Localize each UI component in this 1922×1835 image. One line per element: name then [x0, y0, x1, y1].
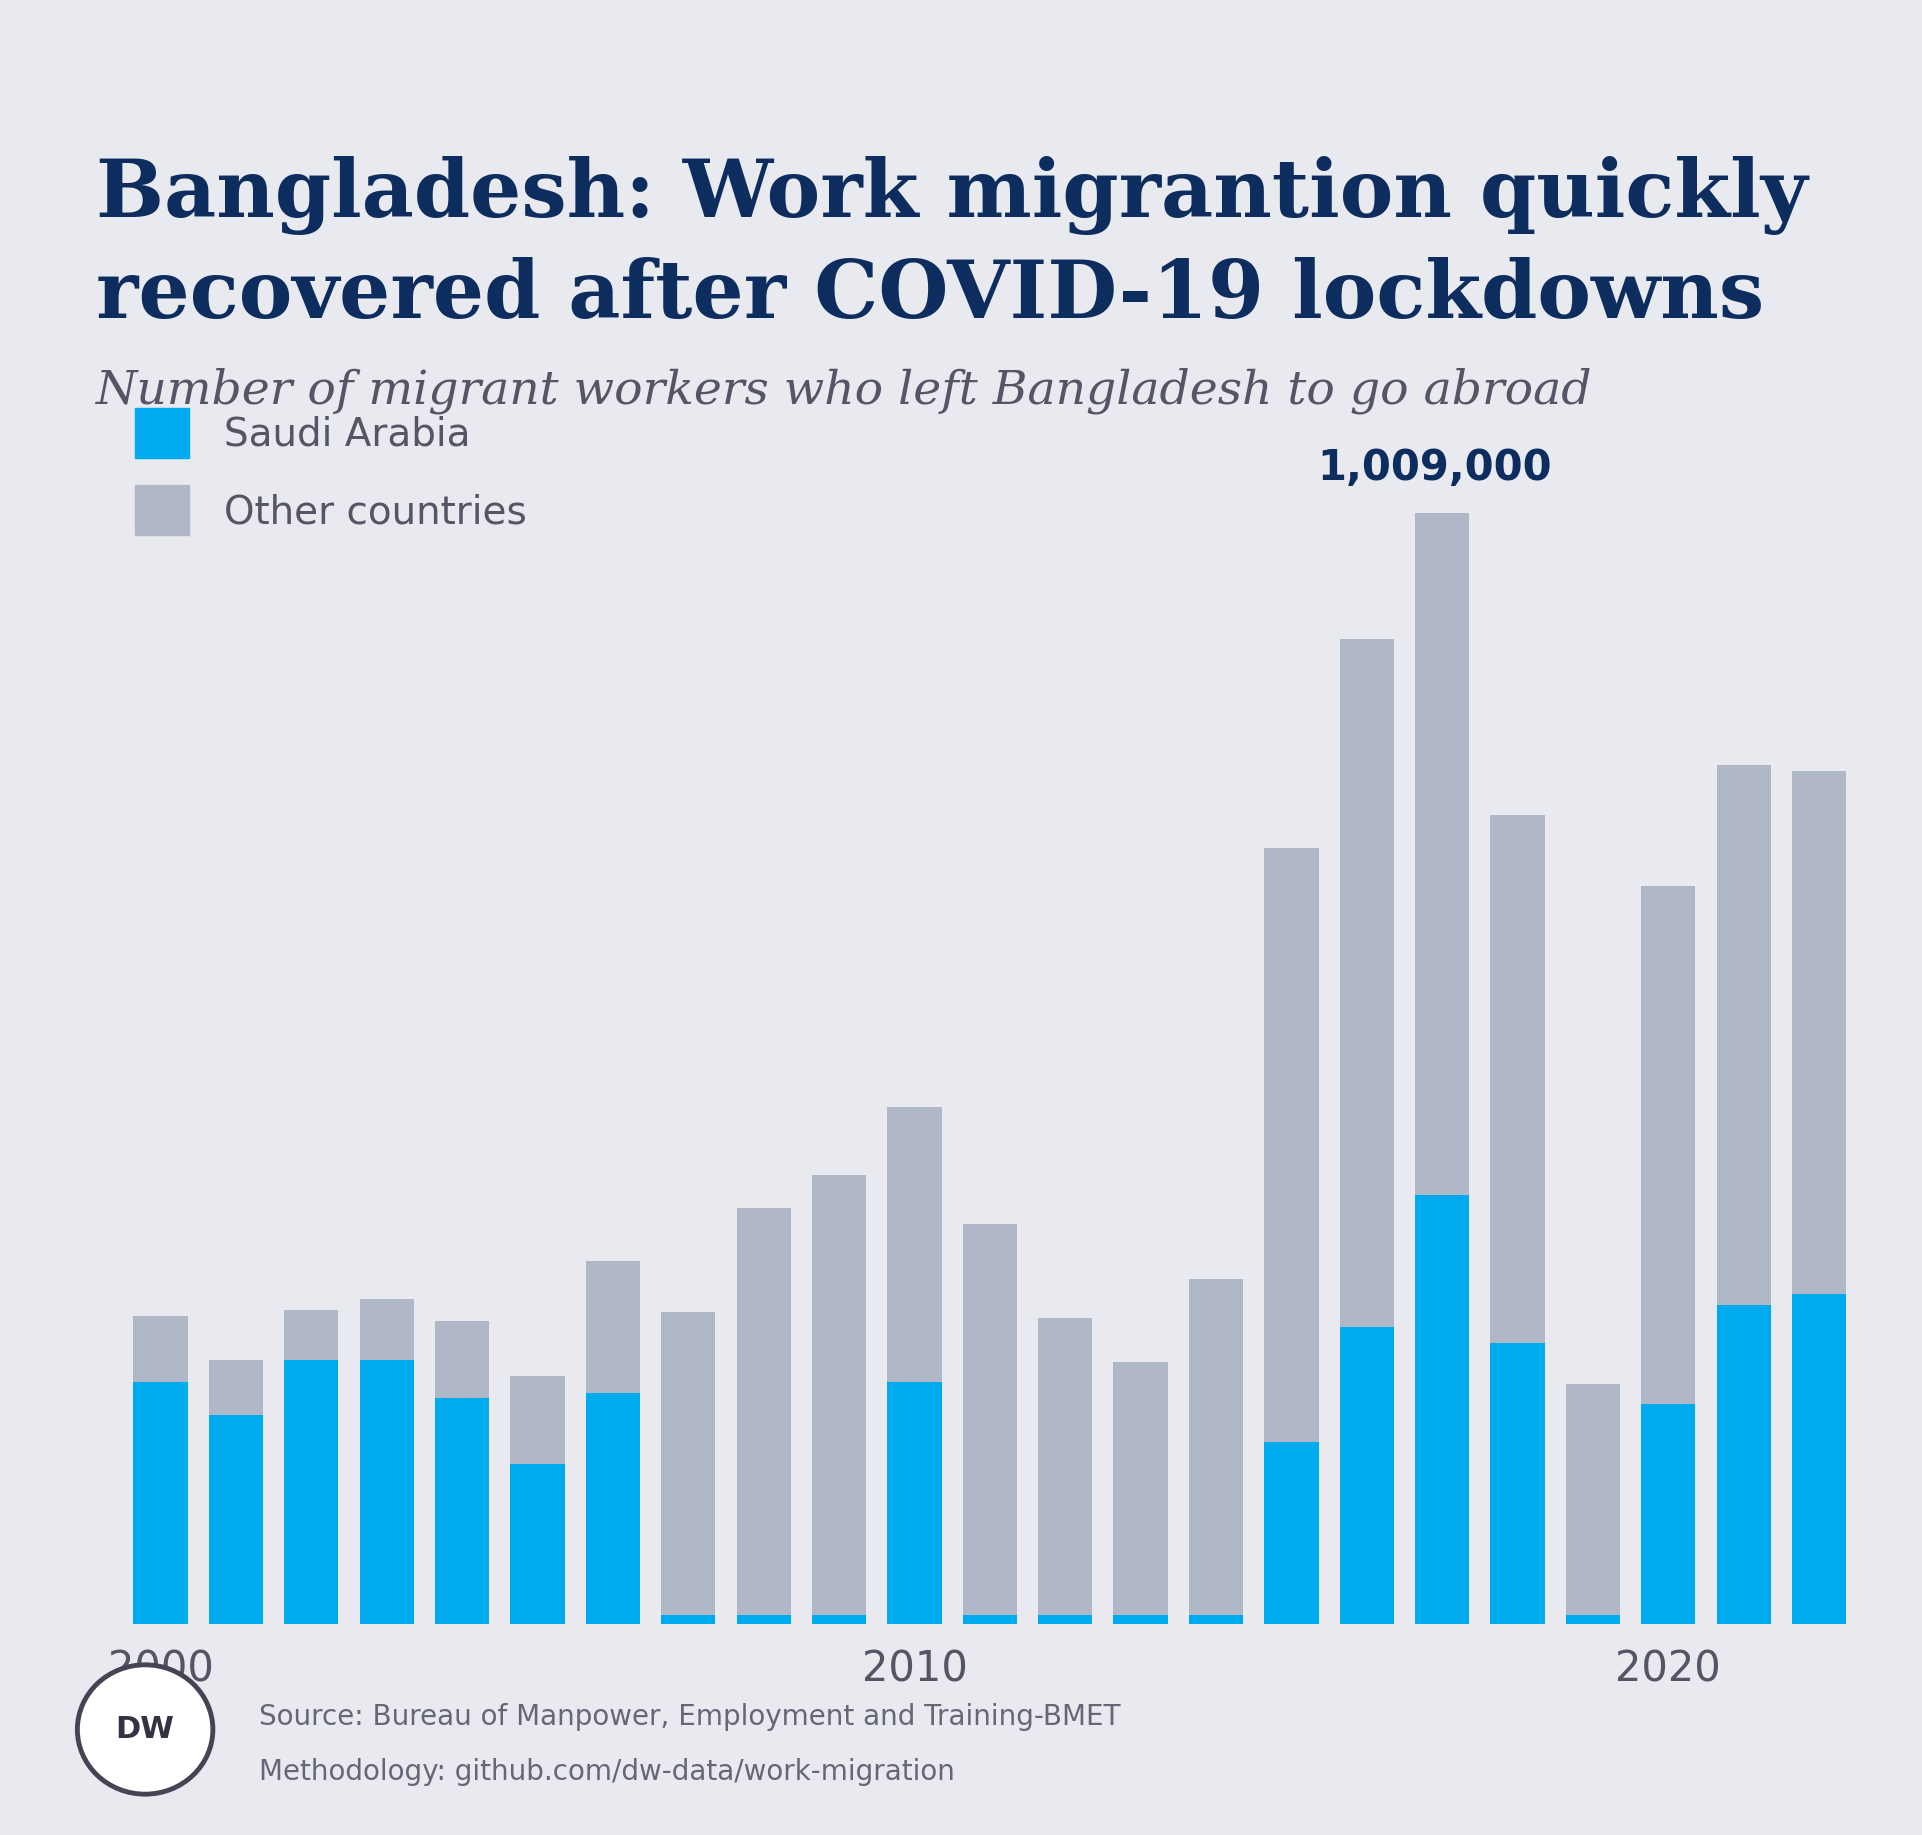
Bar — [736, 1207, 790, 1615]
Bar — [1490, 815, 1545, 1343]
Bar — [434, 1321, 490, 1398]
Bar — [359, 1360, 413, 1624]
Bar — [1415, 1195, 1468, 1624]
Bar — [511, 1464, 565, 1624]
Circle shape — [77, 1664, 213, 1795]
Bar — [511, 1376, 565, 1464]
Text: Source: Bureau of Manpower, Employment and Training-BMET: Source: Bureau of Manpower, Employment a… — [259, 1703, 1121, 1730]
Bar — [1716, 1305, 1770, 1624]
Bar — [1038, 1615, 1092, 1624]
Bar — [888, 1107, 942, 1382]
Bar — [1415, 514, 1468, 1195]
Bar — [1265, 1442, 1318, 1624]
Bar — [284, 1360, 338, 1624]
Text: Bangladesh: Work migrantion quickly: Bangladesh: Work migrantion quickly — [96, 156, 1809, 235]
Bar — [1190, 1615, 1244, 1624]
Bar — [811, 1615, 867, 1624]
Bar — [434, 1398, 490, 1624]
Bar — [133, 1382, 188, 1624]
Text: 1,009,000: 1,009,000 — [1317, 448, 1551, 488]
Bar — [1113, 1362, 1169, 1615]
Text: Methodology: github.com/dw-data/work-migration: Methodology: github.com/dw-data/work-mig… — [259, 1758, 955, 1785]
Bar — [133, 1316, 188, 1382]
Bar — [1113, 1615, 1169, 1624]
Bar — [1791, 771, 1847, 1294]
Bar — [1641, 886, 1695, 1404]
Bar — [661, 1312, 715, 1615]
Bar — [1340, 639, 1393, 1327]
Bar — [1566, 1615, 1620, 1624]
Bar — [963, 1224, 1017, 1615]
Text: recovered after COVID-19 lockdowns: recovered after COVID-19 lockdowns — [96, 257, 1764, 336]
Bar — [586, 1261, 640, 1393]
Bar — [1265, 848, 1318, 1442]
Bar — [1566, 1384, 1620, 1615]
Bar — [209, 1415, 263, 1624]
Bar — [1190, 1279, 1244, 1615]
Bar — [1038, 1318, 1092, 1615]
Bar — [1791, 1294, 1847, 1624]
Bar — [811, 1174, 867, 1615]
Bar — [586, 1393, 640, 1624]
Bar — [209, 1360, 263, 1415]
Text: DW: DW — [115, 1716, 175, 1743]
Bar — [1490, 1343, 1545, 1624]
Bar — [963, 1615, 1017, 1624]
Bar — [888, 1382, 942, 1624]
Text: Number of migrant workers who left Bangladesh to go abroad: Number of migrant workers who left Bangl… — [96, 367, 1593, 413]
Bar — [661, 1615, 715, 1624]
Bar — [1716, 765, 1770, 1305]
Legend: Saudi Arabia, Other countries: Saudi Arabia, Other countries — [135, 407, 527, 536]
Bar — [736, 1615, 790, 1624]
Bar — [1641, 1404, 1695, 1624]
Bar — [359, 1299, 413, 1360]
Bar — [1340, 1327, 1393, 1624]
Bar — [284, 1310, 338, 1360]
